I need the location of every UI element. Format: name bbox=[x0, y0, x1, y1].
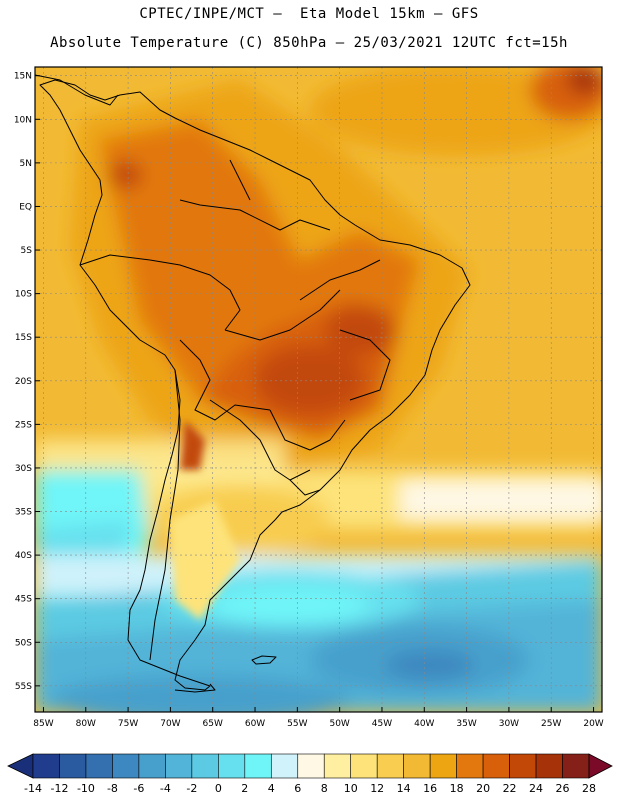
colorbar-swatch bbox=[218, 753, 246, 779]
lon-tick-label: 25W bbox=[541, 719, 561, 729]
colorbar-swatch bbox=[165, 753, 193, 779]
colorbar-swatch bbox=[59, 753, 87, 779]
colorbar-swatch bbox=[403, 753, 431, 779]
lat-tick-label: 30S bbox=[15, 464, 32, 474]
colorbar-swatch bbox=[509, 753, 537, 779]
colorbar-label: 14 bbox=[397, 782, 411, 795]
colorbar-swatch bbox=[429, 753, 457, 779]
colorbar-label: -10 bbox=[77, 782, 95, 795]
lat-tick-label: 25S bbox=[15, 420, 32, 430]
lon-tick-label: 35W bbox=[456, 719, 476, 729]
lon-tick-label: 30W bbox=[499, 719, 519, 729]
lon-tick-label: 85W bbox=[33, 719, 53, 729]
colorbar-swatch bbox=[562, 753, 590, 779]
colorbar-swatch bbox=[112, 753, 140, 779]
lat-tick-label: 45S bbox=[15, 595, 32, 605]
colorbar-swatch bbox=[376, 753, 404, 779]
colorbar-label: -6 bbox=[133, 782, 144, 795]
lon-tick-label: 65W bbox=[203, 719, 223, 729]
colorbar-swatch bbox=[323, 753, 352, 779]
lat-tick-label: 15N bbox=[14, 72, 32, 82]
lon-tick-label: 55W bbox=[287, 719, 307, 729]
lat-tick-label: EQ bbox=[19, 202, 32, 212]
colorbar-swatch bbox=[85, 753, 113, 779]
colorbar-under-arrow bbox=[7, 753, 34, 779]
colorbar-label: -4 bbox=[160, 782, 171, 795]
colorbar: -14 -12 -10 -8 -6 -4 -2 0 2 4 6 8 10 12 14 16 18 20 22 24 26… bbox=[7, 753, 613, 795]
colorbar-label: -2 bbox=[186, 782, 197, 795]
colorbar-swatch bbox=[270, 753, 299, 779]
lon-tick-label: 70W bbox=[160, 719, 180, 729]
colorbar-over-arrow bbox=[588, 753, 613, 779]
colorbar-swatch bbox=[297, 753, 325, 779]
colorbar-swatch bbox=[482, 753, 510, 779]
colorbar-label: 28 bbox=[582, 782, 596, 795]
colorbar-swatch bbox=[191, 753, 219, 779]
colorbar-label: 4 bbox=[268, 782, 275, 795]
colorbar-label: 18 bbox=[450, 782, 464, 795]
colorbar-swatch bbox=[535, 753, 563, 779]
lat-tick-label: 20S bbox=[15, 377, 32, 387]
lon-tick-label: 40W bbox=[414, 719, 434, 729]
lat-tick-label: 40S bbox=[15, 551, 32, 561]
lon-tick-label: 60W bbox=[245, 719, 265, 729]
lat-tick-label: 15S bbox=[15, 333, 32, 343]
map-subtitle: Absolute Temperature (C) 850hPa – 25/03/… bbox=[50, 35, 568, 51]
colorbar-swatch bbox=[32, 753, 60, 779]
temperature-field bbox=[35, 67, 602, 712]
lat-tick-label: 55S bbox=[15, 682, 32, 692]
lat-tick-label: 10N bbox=[14, 115, 32, 125]
colorbar-label: -14 bbox=[24, 782, 42, 795]
colorbar-swatch bbox=[350, 753, 378, 779]
lat-tick-label: 5S bbox=[21, 246, 33, 256]
lat-tick-label: 35S bbox=[15, 508, 32, 518]
colorbar-label: 10 bbox=[344, 782, 358, 795]
map-title: CPTEC/INPE/MCT – Eta Model 15km – GFS bbox=[139, 6, 479, 22]
latitude-axis: 15N 10N 5N EQ 5S 10S 15S 20S 25S 30S 35S 40S 45S 50S 5… bbox=[14, 72, 40, 692]
colorbar-label: -12 bbox=[50, 782, 68, 795]
colorbar-swatch bbox=[244, 753, 272, 779]
colorbar-label: 16 bbox=[423, 782, 437, 795]
colorbar-label: -8 bbox=[107, 782, 118, 795]
colorbar-label: 24 bbox=[529, 782, 543, 795]
lon-tick-label: 80W bbox=[76, 719, 96, 729]
colorbar-swatch bbox=[456, 753, 484, 779]
colorbar-label: 22 bbox=[503, 782, 517, 795]
colorbar-label: 2 bbox=[241, 782, 248, 795]
lon-tick-label: 50W bbox=[329, 719, 349, 729]
lat-tick-label: 50S bbox=[15, 638, 32, 648]
coastline bbox=[35, 74, 471, 693]
lat-tick-label: 10S bbox=[15, 290, 32, 300]
colorbar-label: 20 bbox=[476, 782, 490, 795]
plot-frame bbox=[34, 66, 603, 713]
colorbar-swatch bbox=[138, 753, 166, 779]
lat-tick-label: 5N bbox=[20, 159, 32, 169]
lon-tick-label: 20W bbox=[583, 719, 603, 729]
longitude-axis: 85W 80W 75W 70W 65W 60W 55W 50W 45W 40W 35W 30W 25W 2… bbox=[33, 707, 604, 729]
lon-tick-label: 45W bbox=[372, 719, 392, 729]
lon-tick-label: 75W bbox=[118, 719, 138, 729]
colorbar-label: 26 bbox=[556, 782, 570, 795]
colorbar-label: 0 bbox=[215, 782, 222, 795]
colorbar-label: 6 bbox=[294, 782, 301, 795]
colorbar-label: 12 bbox=[370, 782, 384, 795]
colorbar-label: 8 bbox=[321, 782, 328, 795]
